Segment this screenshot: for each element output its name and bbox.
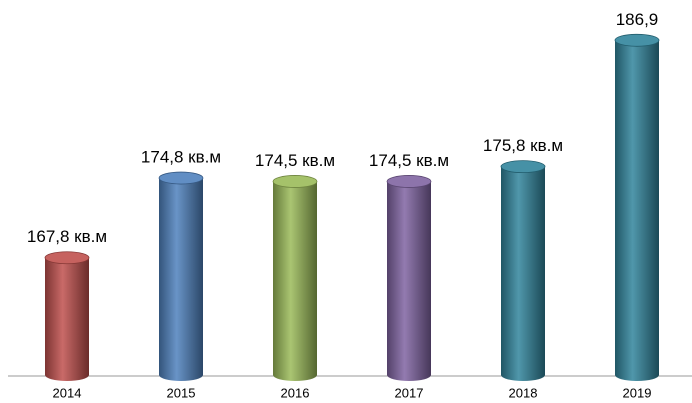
value-label: 175,8 кв.м — [483, 136, 563, 155]
value-label: 174,8 кв.м — [141, 148, 221, 167]
x-tick-label: 2014 — [53, 385, 82, 400]
x-tick-label: 2017 — [395, 385, 424, 400]
bar — [159, 178, 203, 375]
bar-cap — [44, 251, 90, 265]
value-label: 167,8 кв.м — [27, 227, 107, 246]
bar-cap — [158, 171, 204, 185]
value-label: 186,9 — [616, 10, 659, 29]
x-tick-label: 2018 — [509, 385, 538, 400]
bar-cap — [614, 33, 660, 47]
x-tick-label: 2019 — [623, 385, 652, 400]
bar — [273, 181, 317, 375]
bar-cap — [272, 175, 318, 188]
x-tick-label: 2016 — [281, 385, 310, 400]
bar — [45, 257, 89, 375]
value-label: 174,5 кв.м — [255, 151, 335, 170]
bar — [501, 166, 545, 375]
bar — [615, 40, 659, 376]
bar-cap — [386, 175, 432, 188]
bar-cap — [500, 160, 546, 174]
x-tick-label: 2015 — [167, 385, 196, 400]
value-label: 174,5 кв.м — [369, 151, 449, 170]
bar — [387, 181, 431, 375]
